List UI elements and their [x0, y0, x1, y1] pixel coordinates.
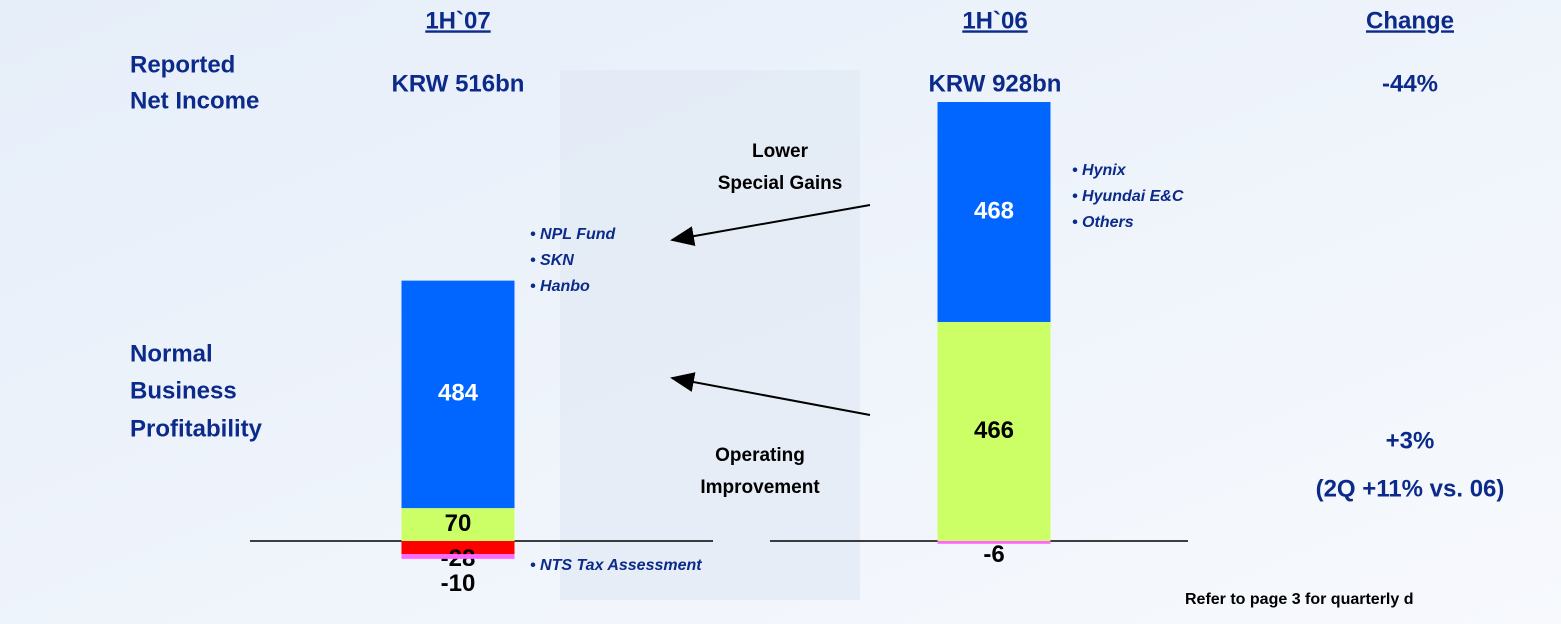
bar-segment	[937, 321, 1051, 541]
gain-item: • NPL Fund	[530, 226, 617, 243]
net-income: KRW 928bn	[929, 70, 1062, 97]
bar-segment	[937, 541, 1051, 544]
gain-item: • Hanbo	[530, 278, 590, 295]
bar-segment	[401, 508, 515, 541]
arrow-label: Special Gains	[718, 173, 843, 194]
row-label: Profitability	[130, 415, 263, 442]
bar-segment	[937, 102, 1051, 322]
data-label: 466	[974, 417, 1014, 444]
data-label: 468	[974, 197, 1014, 224]
data-label: -10	[441, 570, 476, 597]
footnote: Refer to page 3 for quarterly d	[1185, 591, 1414, 608]
gain-item: • Hynix	[1072, 162, 1127, 179]
arrow-label: Improvement	[700, 477, 820, 498]
net-income: KRW 516bn	[392, 70, 525, 97]
change-note: (2Q +11% vs. 06)	[1316, 475, 1505, 502]
gain-item: • Hyundai E&C	[1072, 188, 1184, 205]
row-label: Business	[130, 377, 237, 404]
column-header: 1H`06	[962, 7, 1027, 34]
arrow-label: Lower	[752, 141, 809, 162]
gain-item: • Others	[1072, 214, 1134, 231]
change-value: -44%	[1382, 70, 1438, 97]
row-label: Net Income	[130, 87, 259, 114]
data-label: 484	[438, 380, 479, 407]
tax-note: • NTS Tax Assessment	[530, 557, 702, 574]
bar-segment	[401, 280, 515, 509]
watermark	[560, 70, 860, 600]
arrow	[670, 204, 871, 247]
data-label: -6	[983, 541, 1004, 568]
column-header: Change	[1366, 7, 1454, 34]
change-value: +3%	[1386, 427, 1435, 454]
arrow	[670, 372, 871, 416]
bar-segment	[401, 554, 515, 559]
gain-item: • SKN	[530, 252, 574, 269]
data-label: 70	[445, 510, 472, 537]
bar-segment	[401, 541, 515, 555]
column-header: 1H`07	[425, 7, 490, 34]
arrow-label: Operating	[715, 445, 805, 466]
row-label: Normal	[130, 340, 213, 367]
row-label: Reported	[130, 51, 235, 78]
